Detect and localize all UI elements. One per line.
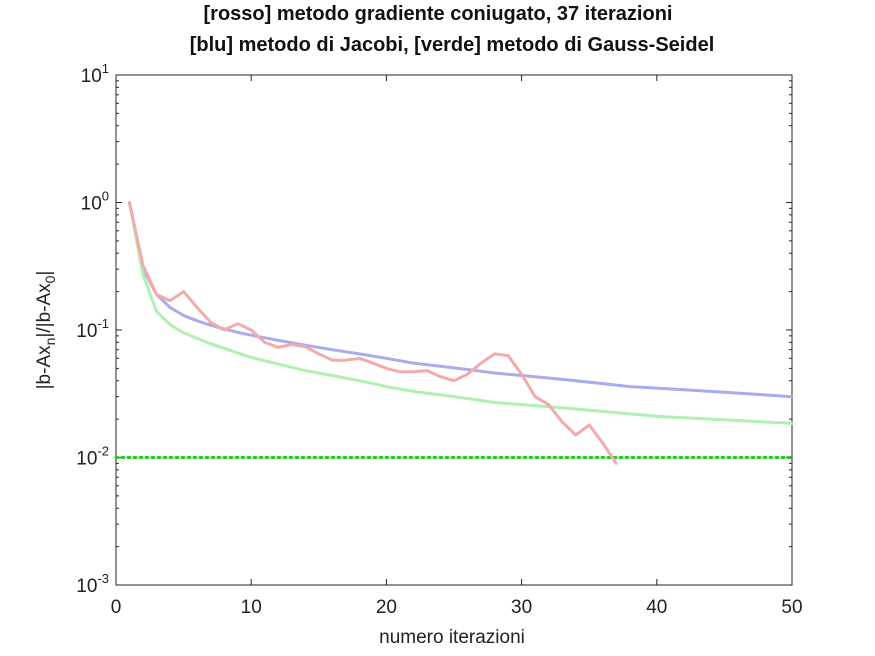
series-layer (114, 201, 794, 465)
x-tick-label: 0 (111, 597, 122, 618)
y-tick-base: 10 (76, 321, 97, 342)
x-axis: 0 10 20 30 40 50 (111, 75, 803, 618)
y-tick-label: 10-2 (76, 444, 109, 470)
chart-title-line-2: [blu] metodo di Jacobi, [verde] metodo d… (190, 34, 715, 56)
y-axis-label-sub-0: 0 (42, 275, 58, 283)
y-tick-exponent: 1 (102, 61, 109, 76)
y-tick-label: 10-3 (76, 571, 109, 597)
series-line-gauss-seidel (128, 201, 794, 425)
y-axis-label-sub-n: n (42, 338, 58, 346)
y-tick-base: 10 (76, 449, 97, 470)
y-tick-exponent: -2 (97, 444, 109, 459)
y-axis-label-part: | (34, 271, 55, 276)
y-tick-label: 10-1 (76, 316, 109, 342)
y-tick-exponent: 0 (102, 189, 109, 204)
series-line-gradiente-coniugato (128, 201, 618, 465)
x-tick-label: 40 (646, 597, 667, 618)
chart-title-line-1: [rosso] metodo gradiente coniugato, 37 i… (204, 3, 673, 25)
y-axis-label-part: |b-Ax (34, 345, 55, 390)
x-tick-label: 30 (511, 597, 532, 618)
y-tick-base: 10 (81, 66, 102, 87)
y-axis-label: |b-Axn|/|b-Ax0| (34, 271, 58, 390)
y-tick-exponent: -1 (97, 316, 109, 331)
x-tick-label: 50 (781, 597, 802, 618)
y-tick-label: 100 (81, 189, 109, 215)
plot-area-frame (115, 74, 793, 586)
y-tick-exponent: -3 (97, 571, 109, 586)
y-tick-label: 101 (81, 61, 109, 87)
y-tick-base: 10 (76, 576, 97, 597)
y-axis-label-part: |/|b-Ax (34, 283, 55, 338)
series-line-jacobi (128, 201, 794, 399)
x-axis-label: numero iterazioni (379, 627, 525, 648)
x-tick-label: 20 (376, 597, 397, 618)
x-tick-label: 10 (241, 597, 262, 618)
y-tick-base: 10 (81, 194, 102, 215)
